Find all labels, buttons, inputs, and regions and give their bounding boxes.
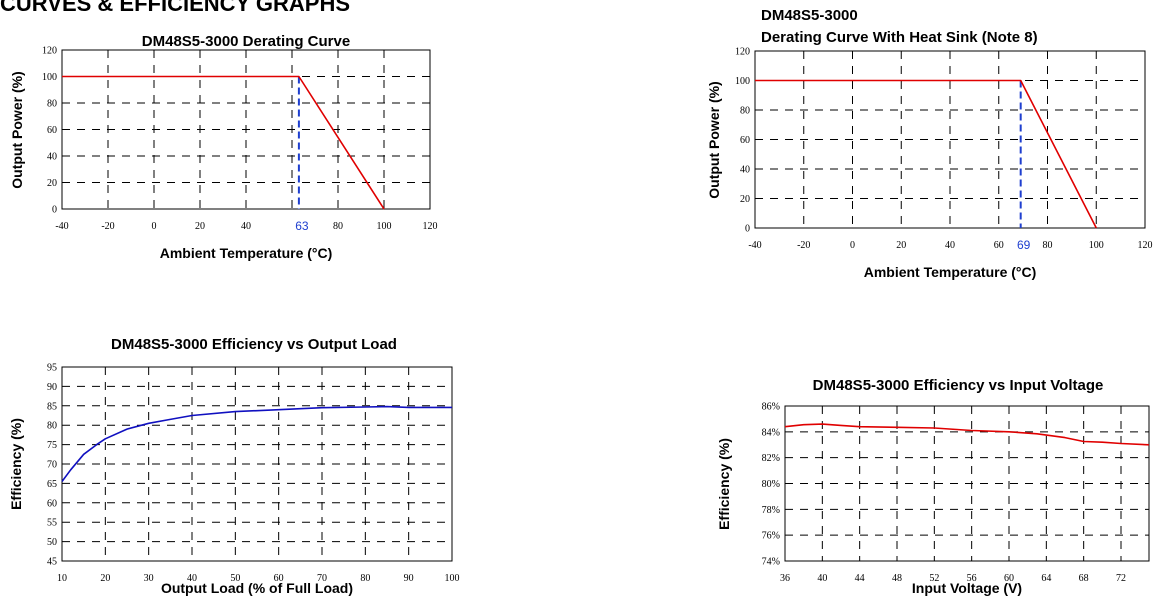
y-tick-label: 100 <box>42 72 57 83</box>
x-tick-label: 20 <box>100 573 110 584</box>
derating-knee-label: 69 <box>1017 238 1031 252</box>
x-tick-label: 90 <box>404 573 414 584</box>
x-tick-label: 40 <box>241 221 251 232</box>
x-tick-label: 0 <box>152 221 157 232</box>
x-tick-label: 80 <box>1043 240 1053 251</box>
y-tick-label: 86% <box>762 402 780 413</box>
x-tick-label: 30 <box>144 573 154 584</box>
y-tick-label: 50 <box>47 537 57 548</box>
x-tick-label: 48 <box>892 573 902 584</box>
derating-curve-heat-sink-chart: DM48S5-3000 Derating Curve With Heat Sink… <box>706 7 1153 280</box>
plot-frame <box>784 405 1150 562</box>
x-tick-label: 50 <box>230 573 240 584</box>
efficiency-vs-input-voltage-chart: DM48S5-3000 Efficiency vs Input Voltage 3… <box>716 377 1150 596</box>
y-tick-label: 60 <box>740 135 750 146</box>
x-tick-label: -40 <box>748 240 761 251</box>
plot-frame <box>61 366 453 562</box>
x-tick-label: 60 <box>994 240 1004 251</box>
plot-frame <box>754 50 1146 229</box>
y-tick-label: 60 <box>47 125 57 136</box>
chart-subtitle: Derating Curve With Heat Sink (Note 8) <box>761 29 1038 46</box>
y-tick-label: 80 <box>47 421 57 432</box>
x-tick-label: 120 <box>423 221 438 232</box>
x-tick-label: 52 <box>929 573 939 584</box>
y-tick-label: 74% <box>762 557 780 568</box>
x-tick-label: 80 <box>360 573 370 584</box>
derating-curve-chart: DM48S5-3000 Derating Curve -40 -20 0 20 40 80 1… <box>9 33 438 261</box>
x-tick-label: 100 <box>445 573 460 584</box>
y-tick-label: 120 <box>735 47 750 58</box>
x-tick-label: 10 <box>57 573 67 584</box>
series-line <box>62 75 385 210</box>
x-tick-label: 64 <box>1041 573 1051 584</box>
y-tick-label: 20 <box>740 194 750 205</box>
y-tick-label: 84% <box>762 427 780 438</box>
x-tick-label: 20 <box>195 221 205 232</box>
y-tick-label: 80 <box>740 106 750 117</box>
y-tick-label: 76% <box>762 531 780 542</box>
chart-title: DM48S5-3000 Efficiency vs Output Load <box>111 336 397 353</box>
y-tick-label: 80% <box>762 479 780 490</box>
page-heading: CURVES & EFFICIENCY GRAPHS <box>0 0 351 16</box>
x-tick-label: 56 <box>967 573 977 584</box>
y-tick-label: 55 <box>47 518 57 529</box>
x-tick-label: 100 <box>377 221 392 232</box>
chart-title: DM48S5-3000 <box>761 7 858 24</box>
chart-title: DM48S5-3000 Efficiency vs Input Voltage <box>813 377 1104 394</box>
x-tick-label: -20 <box>797 240 810 251</box>
y-tick-label: 40 <box>740 165 750 176</box>
y-tick-label: 0 <box>745 224 750 235</box>
x-axis-label: Ambient Temperature (°C) <box>864 264 1037 280</box>
series-line <box>784 423 1150 446</box>
y-tick-label: 75 <box>47 440 57 451</box>
x-tick-label: 72 <box>1116 573 1126 584</box>
x-tick-label: -20 <box>101 221 114 232</box>
x-tick-label: 0 <box>850 240 855 251</box>
x-tick-label: 44 <box>855 573 865 584</box>
y-tick-label: 40 <box>47 152 57 163</box>
series-line <box>61 405 452 482</box>
y-tick-label: 60 <box>47 498 57 509</box>
series-line <box>755 79 1098 229</box>
y-tick-label: 70 <box>47 460 57 471</box>
x-tick-label: 60 <box>274 573 284 584</box>
y-tick-label: 82% <box>762 453 780 464</box>
x-tick-label: 40 <box>945 240 955 251</box>
y-axis-label: Efficiency (%) <box>8 418 24 510</box>
y-tick-label: 78% <box>762 505 780 516</box>
y-tick-label: 45 <box>47 557 57 568</box>
y-tick-label: 80 <box>47 99 57 110</box>
x-tick-label: 100 <box>1089 240 1104 251</box>
x-tick-label: 20 <box>896 240 906 251</box>
chart-title: DM48S5-3000 Derating Curve <box>142 33 350 50</box>
y-axis-label: Output Power (%) <box>9 71 25 188</box>
y-tick-label: 95 <box>47 363 57 374</box>
y-tick-label: 120 <box>42 46 57 57</box>
x-axis-label: Input Voltage (V) <box>912 580 1022 596</box>
x-tick-label: 40 <box>817 573 827 584</box>
y-axis-label: Output Power (%) <box>706 81 722 198</box>
x-tick-label: 40 <box>187 573 197 584</box>
y-tick-label: 65 <box>47 479 57 490</box>
x-tick-label: 68 <box>1079 573 1089 584</box>
x-tick-label: 80 <box>333 221 343 232</box>
y-tick-label: 20 <box>47 178 57 189</box>
y-tick-label: 85 <box>47 401 57 412</box>
y-axis-label: Efficiency (%) <box>716 438 732 530</box>
x-tick-label: 60 <box>1004 573 1014 584</box>
x-tick-label: -40 <box>55 221 68 232</box>
x-tick-label: 70 <box>317 573 327 584</box>
x-tick-label: 36 <box>780 573 790 584</box>
y-tick-label: 100 <box>735 76 750 87</box>
x-axis-label: Output Load (% of Full Load) <box>161 580 353 596</box>
efficiency-vs-output-load-chart: DM48S5-3000 Efficiency vs Output Load 10 2… <box>8 336 460 596</box>
x-axis-label: Ambient Temperature (°C) <box>160 245 333 261</box>
x-tick-label: 120 <box>1138 240 1153 251</box>
y-tick-label: 0 <box>52 205 57 216</box>
derating-knee-label: 63 <box>295 219 309 233</box>
plot-frame <box>61 49 431 210</box>
y-tick-label: 90 <box>47 382 57 393</box>
